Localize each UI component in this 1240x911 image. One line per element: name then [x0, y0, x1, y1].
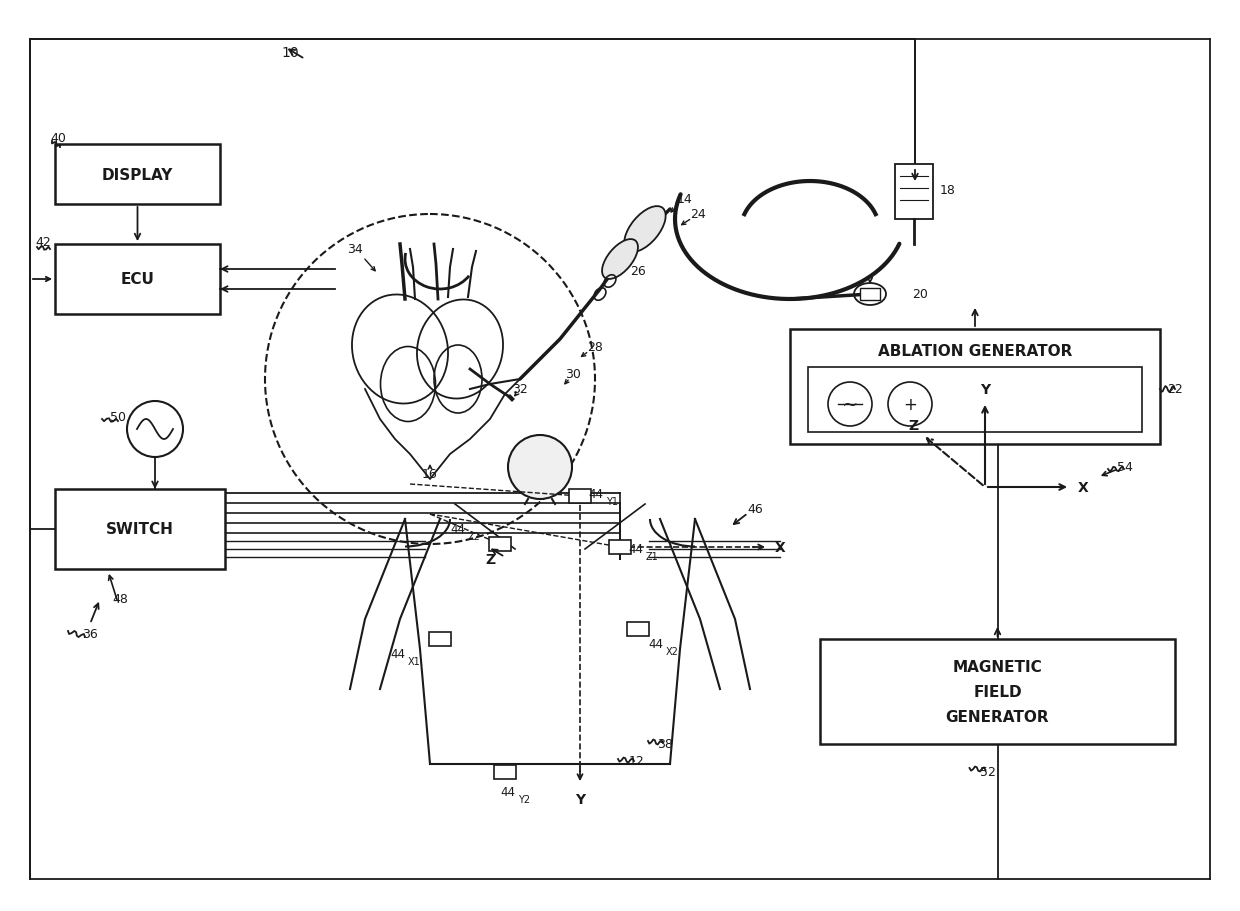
Text: Z2: Z2 [467, 531, 481, 541]
Text: 44: 44 [588, 488, 603, 501]
Text: 44: 44 [391, 648, 405, 660]
Text: ECU: ECU [120, 272, 155, 287]
Text: 54: 54 [1117, 461, 1133, 474]
Text: 32: 32 [512, 384, 528, 396]
Text: 28: 28 [587, 341, 603, 354]
FancyBboxPatch shape [55, 145, 219, 205]
Ellipse shape [624, 207, 666, 252]
Text: 10: 10 [281, 46, 299, 60]
Text: X2: X2 [666, 646, 678, 656]
Text: SWITCH: SWITCH [107, 522, 174, 537]
Text: DISPLAY: DISPLAY [102, 168, 174, 182]
Text: +: + [903, 395, 916, 414]
Text: X: X [1078, 480, 1089, 495]
Text: 20: 20 [911, 288, 928, 302]
FancyBboxPatch shape [55, 245, 219, 314]
FancyBboxPatch shape [808, 368, 1142, 433]
FancyBboxPatch shape [820, 640, 1176, 744]
FancyBboxPatch shape [627, 622, 649, 636]
Text: 34: 34 [347, 243, 363, 256]
Text: 30: 30 [565, 368, 580, 381]
Text: 42: 42 [35, 236, 51, 250]
Text: FIELD: FIELD [973, 685, 1022, 700]
Text: 50: 50 [110, 411, 126, 424]
Text: Y: Y [575, 793, 585, 806]
Text: Z: Z [485, 552, 495, 567]
Text: 22: 22 [1167, 384, 1183, 396]
Text: 18: 18 [940, 183, 956, 196]
Text: 38: 38 [657, 738, 673, 751]
Text: Z1: Z1 [646, 551, 658, 561]
FancyBboxPatch shape [861, 289, 880, 301]
Text: MAGNETIC: MAGNETIC [952, 660, 1043, 675]
FancyBboxPatch shape [609, 540, 631, 555]
Text: Z: Z [908, 418, 918, 433]
Text: 24: 24 [691, 209, 706, 221]
Text: ABLATION GENERATOR: ABLATION GENERATOR [878, 344, 1073, 359]
Text: 44: 44 [627, 543, 644, 556]
FancyBboxPatch shape [489, 537, 511, 551]
Text: GENERATOR: GENERATOR [946, 710, 1049, 725]
Text: X: X [775, 540, 785, 555]
Text: 36: 36 [82, 628, 98, 640]
Text: 44: 44 [500, 785, 515, 799]
Ellipse shape [603, 240, 637, 280]
Text: 44: 44 [649, 638, 663, 650]
Text: 48: 48 [112, 593, 128, 606]
Circle shape [508, 435, 572, 499]
Text: 46: 46 [748, 503, 763, 516]
FancyBboxPatch shape [790, 330, 1159, 445]
FancyBboxPatch shape [55, 489, 224, 569]
Text: Y2: Y2 [518, 794, 531, 804]
Text: Y: Y [980, 383, 990, 396]
FancyBboxPatch shape [494, 765, 516, 779]
Text: ~: ~ [842, 395, 858, 414]
Text: Y1: Y1 [606, 496, 618, 507]
Text: 40: 40 [50, 131, 66, 144]
FancyBboxPatch shape [895, 165, 932, 220]
Text: 44: 44 [450, 523, 465, 536]
Text: 12: 12 [629, 754, 645, 768]
FancyBboxPatch shape [429, 632, 451, 646]
Text: X1: X1 [408, 656, 420, 666]
Text: 52: 52 [980, 765, 996, 779]
Text: 26: 26 [630, 265, 646, 278]
FancyBboxPatch shape [569, 489, 591, 504]
Text: 16: 16 [422, 468, 438, 481]
Text: 14: 14 [677, 193, 693, 206]
